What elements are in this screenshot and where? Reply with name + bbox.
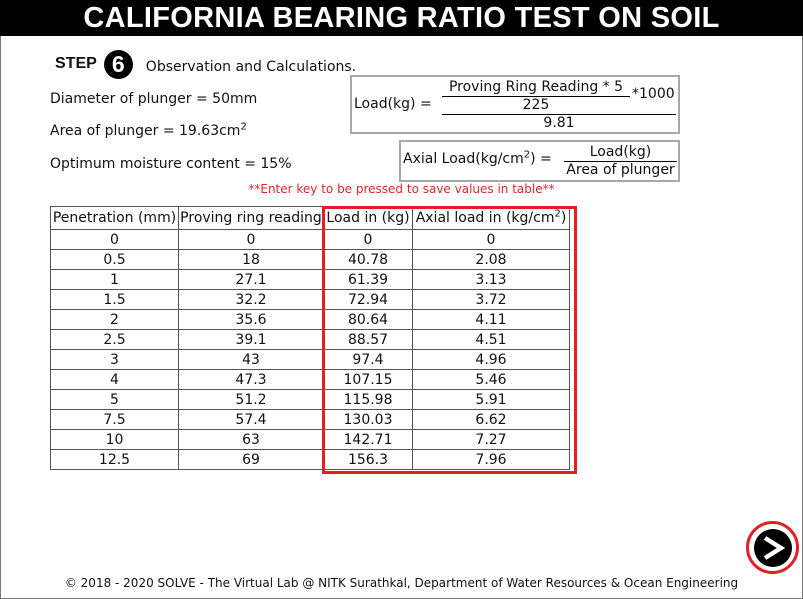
cell-proving-ring-reading: 39.1 <box>178 329 324 350</box>
cell-load: 142.71 <box>323 429 413 450</box>
page-title: CALIFORNIA BEARING RATIO TEST ON SOIL <box>0 0 803 36</box>
load-formula-box: Load(kg) = Proving Ring Reading * 5 *100… <box>350 75 680 134</box>
cell-axial-load: 5.46 <box>412 369 570 390</box>
cell-load: 40.78 <box>323 249 413 270</box>
step-description: Observation and Calculations. <box>145 59 357 75</box>
cell-penetration: 1.5 <box>50 289 179 310</box>
cell-proving-ring-reading: 57.4 <box>178 409 324 430</box>
cell-axial-load: 2.08 <box>412 249 570 270</box>
cell-proving-ring-reading: 51.2 <box>178 389 324 410</box>
cell-penetration: 4 <box>50 369 179 390</box>
cell-penetration: 12.5 <box>50 449 179 470</box>
cell-proving-ring-reading: 27.1 <box>178 269 324 290</box>
table-row: 1 27.1 61.39 3.13 <box>50 269 570 290</box>
cell-axial-load: 3.72 <box>412 289 570 310</box>
cell-load: 88.57 <box>323 329 413 350</box>
plunger-diameter: Diameter of plunger = 50mm <box>50 91 258 107</box>
cell-load: 0 <box>323 229 413 250</box>
table-row: 2 35.6 80.64 4.11 <box>50 309 570 330</box>
cell-axial-load: 3.13 <box>412 269 570 290</box>
next-step-button[interactable] <box>746 521 799 574</box>
table-row: 0.5 18 40.78 2.08 <box>50 249 570 270</box>
cell-penetration: 3 <box>50 349 179 370</box>
load-formula-multiplier: *1000 <box>632 86 675 102</box>
cell-load: 61.39 <box>323 269 413 290</box>
cell-axial-load: 4.11 <box>412 309 570 330</box>
cell-penetration: 10 <box>50 429 179 450</box>
cell-proving-ring-reading: 43 <box>178 349 324 370</box>
header-axial-load-close: ) <box>560 210 567 226</box>
load-formula-outer-fraction-bar <box>442 114 676 115</box>
cell-load: 115.98 <box>323 389 413 410</box>
plunger-area-text: Area of plunger = 19.63cm <box>50 123 241 139</box>
cell-penetration: 1 <box>50 269 179 290</box>
observation-table: Penetration (mm) Proving ring reading Lo… <box>50 206 570 470</box>
table-row: 3 43 97.4 4.96 <box>50 349 570 370</box>
axial-formula-lhs-exponent: 2 <box>523 149 531 161</box>
header-penetration: Penetration (mm) <box>50 206 179 230</box>
cell-axial-load: 7.27 <box>412 429 570 450</box>
table-row: 4 47.3 107.15 5.46 <box>50 369 570 390</box>
header-axial-load-text: Axial load in (kg/cm <box>415 210 555 226</box>
load-formula-lhs: Load(kg) = <box>354 96 432 112</box>
load-formula-denominator: 225 <box>522 97 550 113</box>
header-proving-ring-reading: Proving ring reading <box>178 206 324 230</box>
cell-penetration: 0.5 <box>50 249 179 270</box>
header-load: Load in (kg) <box>323 206 413 230</box>
table-row: 5 51.2 115.98 5.91 <box>50 389 570 410</box>
cell-penetration: 2 <box>50 309 179 330</box>
step-indicator: STEP 6 Observation and Calculations. <box>55 49 356 79</box>
cell-load: 156.3 <box>323 449 413 470</box>
axial-formula-lhs: Axial Load(kg/cm2) = <box>403 149 552 167</box>
plunger-area-exponent: 2 <box>240 121 247 133</box>
cell-load: 80.64 <box>323 309 413 330</box>
cell-axial-load: 0 <box>412 229 570 250</box>
table-row: 2.5 39.1 88.57 4.51 <box>50 329 570 350</box>
cell-proving-ring-reading: 63 <box>178 429 324 450</box>
cell-penetration: 2.5 <box>50 329 179 350</box>
cell-proving-ring-reading: 47.3 <box>178 369 324 390</box>
table-row: 10 63 142.71 7.27 <box>50 429 570 450</box>
cell-penetration: 0 <box>50 229 179 250</box>
cell-load: 72.94 <box>323 289 413 310</box>
step-label: STEP <box>55 55 97 72</box>
load-formula-inner-fraction-bar <box>442 96 630 97</box>
footer-copyright: © 2018 - 2020 SOLVE - The Virtual Lab @ … <box>64 576 739 590</box>
table-row: 1.5 32.2 72.94 3.72 <box>50 289 570 310</box>
axial-formula-lhs-text: Axial Load(kg/cm <box>403 151 524 167</box>
header-axial-load: Axial load in (kg/cm2) <box>412 206 570 230</box>
axial-formula-lhs-end: ) = <box>530 151 552 167</box>
cell-penetration: 5 <box>50 389 179 410</box>
cell-load: 97.4 <box>323 349 413 370</box>
header-axial-load-exponent: 2 <box>554 208 561 220</box>
table-header-row: Penetration (mm) Proving ring reading Lo… <box>50 206 570 230</box>
cell-proving-ring-reading: 32.2 <box>178 289 324 310</box>
cell-proving-ring-reading: 0 <box>178 229 324 250</box>
next-arrow-icon <box>753 528 792 567</box>
load-formula-divisor: 9.81 <box>543 115 575 131</box>
cell-axial-load: 5.91 <box>412 389 570 410</box>
step-number-badge: 6 <box>103 49 133 79</box>
cell-axial-load: 7.96 <box>412 449 570 470</box>
save-instruction-note: **Enter key to be pressed to save values… <box>248 182 555 196</box>
cell-proving-ring-reading: 35.6 <box>178 309 324 330</box>
cell-load: 107.15 <box>323 369 413 390</box>
cell-axial-load: 4.51 <box>412 329 570 350</box>
cell-proving-ring-reading: 69 <box>178 449 324 470</box>
cell-axial-load: 4.96 <box>412 349 570 370</box>
axial-formula-numerator: Load(kg) <box>589 144 652 160</box>
axial-formula-fraction-bar <box>564 161 677 162</box>
axial-load-formula-box: Axial Load(kg/cm2) = Load(kg) Area of pl… <box>399 140 680 182</box>
cell-load: 130.03 <box>323 409 413 430</box>
plunger-area: Area of plunger = 19.63cm2 <box>50 121 247 139</box>
cell-penetration: 7.5 <box>50 409 179 430</box>
optimum-moisture-content: Optimum moisture content = 15% <box>50 156 292 172</box>
axial-formula-denominator: Area of plunger <box>566 162 675 178</box>
table-row: 12.5 69 156.3 7.96 <box>50 449 570 470</box>
cell-proving-ring-reading: 18 <box>178 249 324 270</box>
table-row: 7.5 57.4 130.03 6.62 <box>50 409 570 430</box>
load-formula-numerator: Proving Ring Reading * 5 <box>448 79 624 95</box>
cell-axial-load: 6.62 <box>412 409 570 430</box>
